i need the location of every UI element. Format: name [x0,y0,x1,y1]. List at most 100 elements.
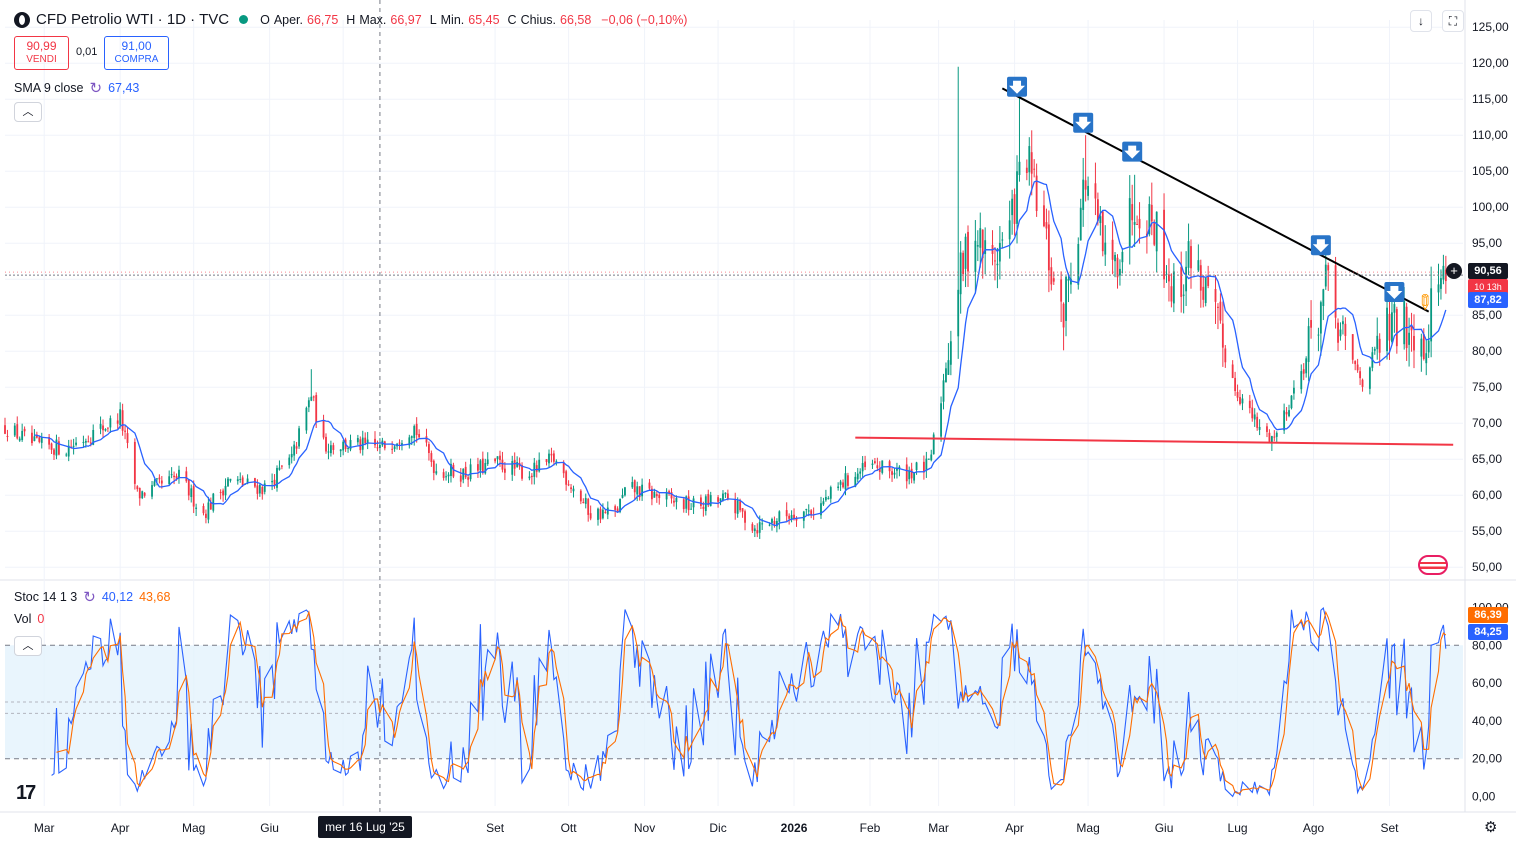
ohlc-value: 65,45 [468,12,500,27]
candle-body [942,380,945,402]
candle-body [190,488,193,497]
ohlc-values: O Aper. 66,75 H Max. 66,97 L Min. 65,45 C Chius. 66… [260,13,595,27]
tradingview-logo-icon[interactable]: 17 [16,782,36,804]
candle-body [1202,286,1205,300]
stoch-tick-label: 40,00 [1472,714,1502,728]
candle-body [175,475,178,479]
candle-body [447,474,450,477]
candle-body [913,472,916,481]
candle-body [1251,407,1254,419]
candle-body [121,410,124,431]
candle-body [940,403,942,437]
candle-body [572,488,575,492]
candle-body [1356,364,1359,371]
stoch-legend[interactable]: Stoc 14 1 3 ↻ 40,12 43,68 [14,588,170,606]
arrow-down-icon [1075,116,1092,130]
candle-body [614,506,617,510]
candle-body [893,472,896,475]
collapse-stoch-button[interactable]: ︿ [14,636,42,656]
y-tick-label: 80,00 [1472,344,1502,358]
refresh-icon[interactable]: ↻ [83,589,96,606]
candle-body [224,485,227,496]
candle-body [565,471,568,485]
candle-body [1060,279,1063,302]
candle-body [648,482,651,489]
stoch-tick-label: 80,00 [1472,638,1502,652]
candle-body [209,502,212,510]
candle-body [315,395,318,423]
candle-body [1273,436,1276,438]
chevron-up-icon: ︿ [22,640,34,652]
candle-body [1096,199,1099,222]
refresh-icon[interactable]: ↻ [89,80,103,97]
y-tick-label: 110,00 [1472,128,1508,142]
candle-body [1231,364,1234,378]
candle-body [40,436,43,443]
candle-body [984,240,987,255]
candle-body [435,471,438,474]
candle-body [1082,179,1085,210]
buy-button[interactable]: 91,00 COMPRA [104,36,169,70]
candle-body [170,474,173,476]
candle-body [1248,400,1251,409]
candle-body [550,453,553,456]
candle-body [50,443,53,450]
candle-body [1422,333,1425,360]
candle-body [998,242,1001,262]
sma-legend[interactable]: SMA 9 close ↻ 67,43 [14,79,139,97]
candle-body [624,487,626,496]
candle-body [633,480,636,493]
x-tick-label: Giu [260,821,279,835]
add-alert-plus-icon[interactable]: + [1446,263,1462,279]
candle-body [582,501,585,503]
candle-body [1234,377,1237,392]
candle-body [996,263,999,266]
fullscreen-icon[interactable]: ⛶ [1442,10,1464,32]
candle-body [1163,209,1165,280]
stoch-k-tag: 84,25 [1468,624,1508,640]
candle-body [562,463,565,474]
candle-body [13,425,16,436]
candle-body [1307,326,1310,362]
symbol-title[interactable]: CFD Petrolio WTI · 1D · TVC [36,11,230,28]
sell-button[interactable]: 90,99 VENDI [14,36,69,70]
candle-body [398,442,401,444]
candle-body [1403,300,1406,345]
candle-body [908,470,911,480]
candle-body [709,495,712,506]
download-icon[interactable]: ↓ [1410,10,1432,32]
candle-body [1111,239,1114,260]
candle-body [21,430,24,440]
candle-body [1354,361,1357,365]
candle-body [276,468,278,488]
sell-label: VENDI [26,54,57,65]
sma-label: SMA 9 close [14,81,84,95]
symbol-header[interactable]: CFD Petrolio WTI · 1D · TVC O Aper. 66,75 H… [14,11,687,28]
candle-body [1425,353,1428,364]
collapse-legend-button[interactable]: ︿ [14,102,42,122]
candle-body [1427,340,1430,353]
vol-legend[interactable]: Vol 0 [14,612,44,626]
candle-body [1182,294,1185,296]
ohlc-key: H [346,12,356,27]
candle-body [408,437,411,446]
candle-body [332,445,335,450]
candle-body [280,465,283,467]
candle-body [981,229,984,259]
candle-body [1337,322,1339,343]
candle-body [1258,426,1261,430]
candle-body [1217,306,1219,308]
gear-icon[interactable]: ⚙ [1484,819,1498,836]
candle-body [1033,168,1036,170]
arrow-down-icon [1312,239,1329,253]
candle-body [665,491,668,500]
candle-body [844,473,847,490]
candle-body [1322,289,1325,306]
candle-body [428,444,430,454]
candle-body [477,464,479,471]
candle-body [552,453,555,462]
candle-body [229,478,232,481]
candle-body [141,491,144,499]
candles [4,66,1447,539]
